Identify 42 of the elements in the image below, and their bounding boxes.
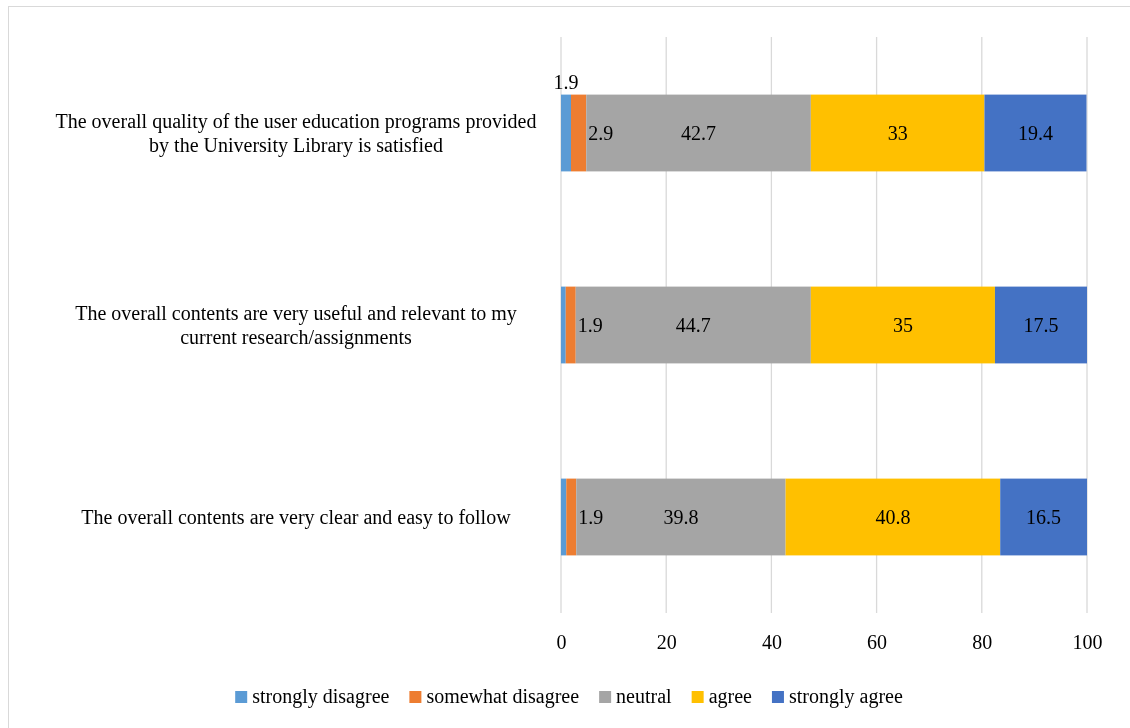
bar xyxy=(575,286,811,364)
bar xyxy=(561,286,566,364)
data-label: 33 xyxy=(887,122,908,144)
bar xyxy=(810,286,995,364)
data-label: 1.9 xyxy=(578,506,604,528)
bar xyxy=(785,478,1001,556)
x-tick-label: 0 xyxy=(556,631,567,654)
x-tick-label: 20 xyxy=(656,631,677,654)
legend-label: strongly disagree xyxy=(252,685,390,708)
bar xyxy=(566,478,577,556)
x-tick-label: 80 xyxy=(972,631,993,654)
bar xyxy=(984,94,1087,172)
data-label: 16.5 xyxy=(1026,506,1062,528)
bar xyxy=(1000,478,1087,556)
y-tick-label: The overall contents are very useful and relevant to my current research/assignments xyxy=(75,302,517,349)
bar xyxy=(561,478,567,556)
bar xyxy=(576,478,786,556)
bar xyxy=(565,286,576,364)
data-label: 19.4 xyxy=(1017,122,1053,144)
legend-label: agree xyxy=(708,685,753,708)
bar xyxy=(810,94,985,172)
data-label: 40.8 xyxy=(875,506,911,528)
bar xyxy=(570,94,587,172)
data-label: 1.9 xyxy=(577,314,603,336)
data-label: 44.7 xyxy=(675,314,711,336)
data-label: 1.9 xyxy=(553,70,579,93)
x-tick-label: 40 xyxy=(761,631,782,654)
x-tick-label: 60 xyxy=(867,631,888,654)
x-tick-label: 100 xyxy=(1072,631,1103,654)
data-label: 35 xyxy=(892,314,913,336)
data-label: 2.9 xyxy=(588,122,614,144)
bar xyxy=(994,286,1087,364)
legend-label: strongly agree xyxy=(788,685,903,708)
legend-label: neutral xyxy=(616,685,673,707)
legend-label: somewhat disagree xyxy=(426,685,580,708)
bar xyxy=(586,94,811,172)
y-tick-label: The overall contents are very clear and easy to follow xyxy=(81,506,512,529)
data-label: 17.5 xyxy=(1023,314,1059,336)
y-tick-label: The overall quality of the user education programs provided by the University Library is satisfied xyxy=(55,110,537,157)
bar xyxy=(561,94,571,172)
data-label: 42.7 xyxy=(681,122,717,144)
data-label: 39.8 xyxy=(663,506,699,528)
